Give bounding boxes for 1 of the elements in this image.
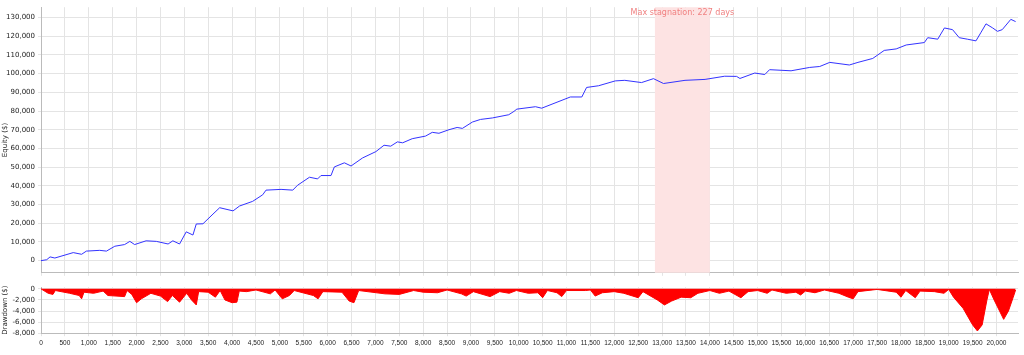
band-label: Max stagnation: 227 days [630, 8, 735, 18]
